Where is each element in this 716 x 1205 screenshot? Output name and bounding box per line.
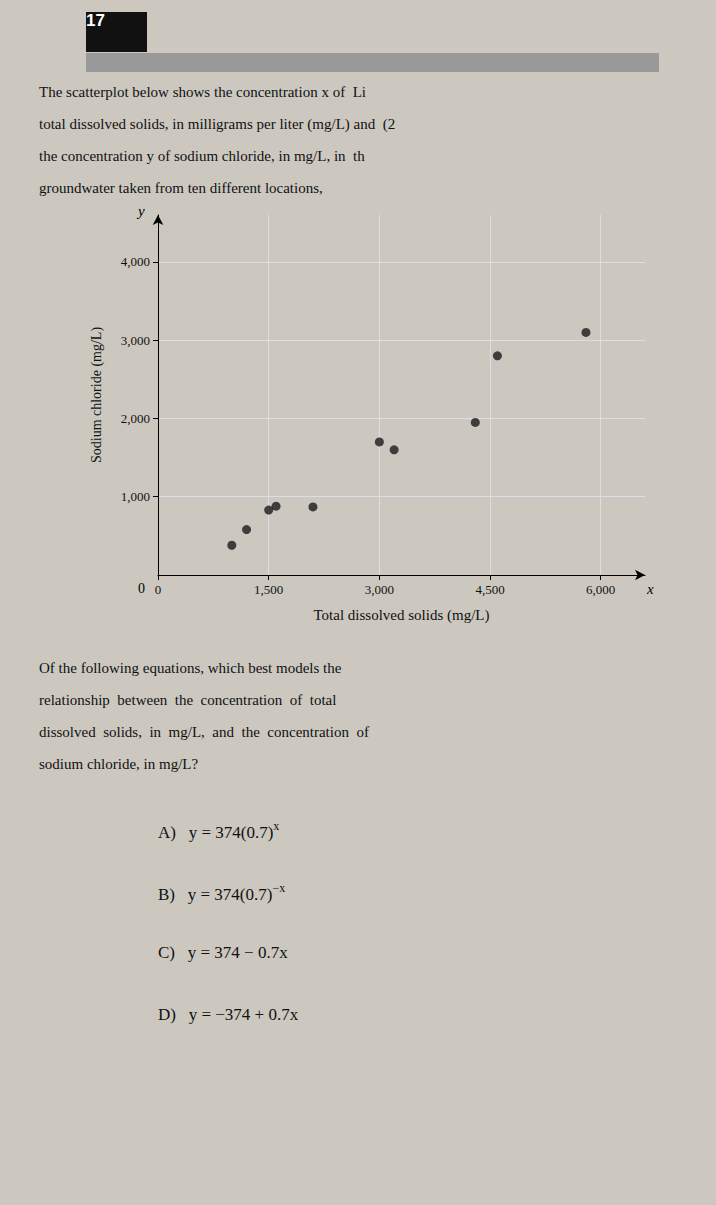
svg-text:3,000: 3,000 bbox=[365, 582, 394, 597]
svg-text:3,000: 3,000 bbox=[121, 333, 150, 348]
svg-text:D): D) bbox=[158, 1005, 176, 1024]
svg-text:4,000: 4,000 bbox=[121, 254, 150, 269]
svg-text:C): C) bbox=[158, 943, 175, 962]
svg-text:x: x bbox=[273, 819, 279, 833]
svg-text:0: 0 bbox=[155, 582, 162, 597]
svg-text:6,000: 6,000 bbox=[586, 582, 615, 597]
svg-text:0: 0 bbox=[138, 581, 145, 596]
svg-text:Sodium chloride (mg/L): Sodium chloride (mg/L) bbox=[89, 327, 105, 463]
svg-text:4,500: 4,500 bbox=[475, 582, 504, 597]
svg-text:The scatterplot below shows th: The scatterplot below shows the concentr… bbox=[39, 84, 366, 100]
svg-text:the concentration y of sodium: the concentration y of sodium chloride, … bbox=[39, 148, 365, 164]
svg-text:relationship between the co: relationship between the concentration o… bbox=[39, 692, 336, 708]
svg-text:y: y bbox=[136, 203, 145, 219]
svg-text:1,500: 1,500 bbox=[254, 582, 283, 597]
svg-text:A): A) bbox=[158, 823, 176, 842]
svg-text:B): B) bbox=[158, 885, 175, 904]
svg-text:y = 374(0.7): y = 374(0.7) bbox=[189, 823, 274, 842]
svg-text:y = −374 + 0.7x: y = −374 + 0.7x bbox=[189, 1005, 299, 1024]
svg-text:2,000: 2,000 bbox=[121, 411, 150, 426]
svg-text:17: 17 bbox=[86, 11, 105, 30]
svg-text:x: x bbox=[646, 581, 654, 597]
svg-text:−x: −x bbox=[272, 881, 285, 895]
svg-text:Total dissolved solids (mg/L): Total dissolved solids (mg/L) bbox=[313, 607, 489, 624]
svg-text:sodium chloride, in mg/L?: sodium chloride, in mg/L? bbox=[39, 756, 198, 772]
svg-text:y = 374 − 0.7x: y = 374 − 0.7x bbox=[188, 943, 288, 962]
svg-text:y = 374(0.7): y = 374(0.7) bbox=[188, 885, 273, 904]
svg-text:1,000: 1,000 bbox=[121, 489, 150, 504]
svg-text:groundwater taken from ten dif: groundwater taken from ten different loc… bbox=[39, 180, 323, 196]
svg-text:dissolved solids, in mg/L,: dissolved solids, in mg/L, and the conce… bbox=[39, 724, 369, 740]
svg-text:Of the following equations, wh: Of the following equations, which best m… bbox=[39, 660, 342, 676]
svg-text:total dissolved solids, in mil: total dissolved solids, in milligrams pe… bbox=[39, 116, 395, 133]
